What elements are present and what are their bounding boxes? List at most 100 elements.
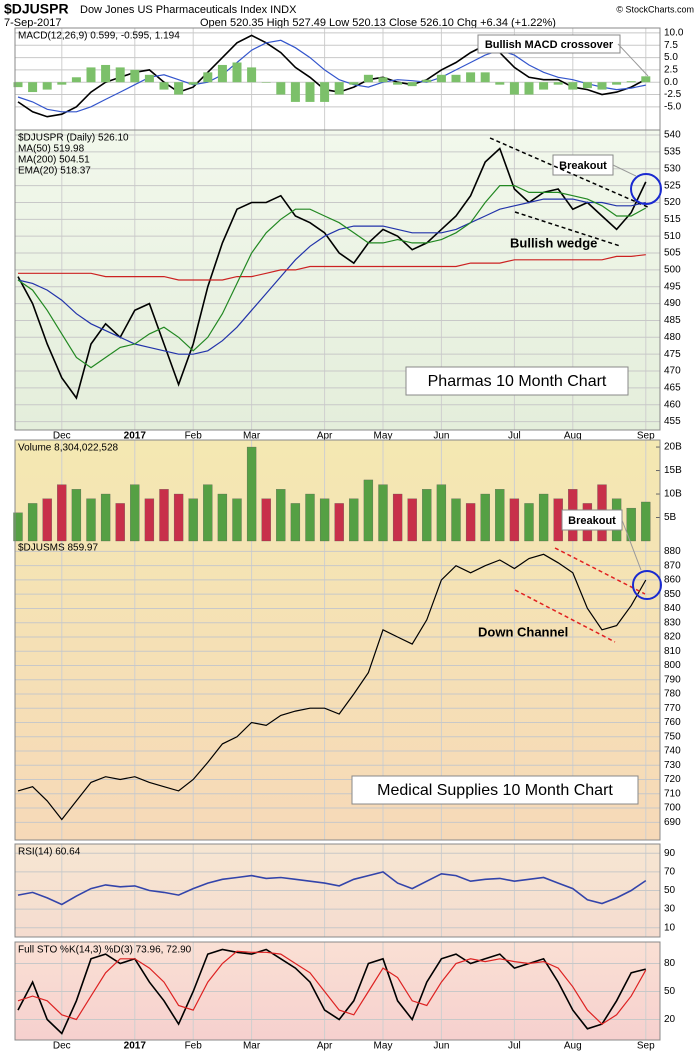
x-tick-label: Aug [564, 1041, 582, 1052]
bar [174, 82, 184, 95]
x-tick-label: May [374, 1041, 393, 1052]
annotation: Medical Supplies 10 Month Chart [377, 782, 613, 799]
panel-border [14, 843, 661, 938]
y-tick-label: 50 [664, 885, 676, 896]
bar [553, 82, 563, 85]
x-tick-label: May [374, 431, 393, 442]
legend-entry: RSI(14) 60.64 [18, 847, 81, 858]
bar [305, 493, 315, 542]
y-tick-label: 690 [664, 817, 681, 828]
highlight-circle [632, 570, 662, 600]
y2-tick-label: 10B [664, 489, 682, 500]
y-tick-label: 90 [664, 848, 676, 859]
y-tick-label: 20 [664, 1014, 676, 1025]
annotation: Bullish MACD crossover [485, 39, 614, 51]
x-tick-label: Dec [53, 431, 71, 442]
bar [261, 82, 271, 83]
y-tick-label: 0.0 [664, 77, 678, 88]
bar [86, 498, 96, 542]
bar [465, 503, 476, 542]
bar [509, 82, 519, 95]
y-tick-label: 750 [664, 731, 681, 742]
bar [451, 498, 461, 542]
bar [436, 484, 447, 542]
credit: © StockCharts.com [616, 4, 694, 14]
bar [130, 484, 140, 542]
legend-entry: EMA(20) 518.37 [18, 166, 91, 177]
y-tick-label: 480 [664, 332, 681, 343]
bar [13, 82, 23, 88]
bar [334, 503, 344, 542]
date: 7-Sep-2017 [4, 17, 62, 29]
bar [436, 74, 446, 83]
bar [363, 479, 374, 542]
y-tick-label: 5.0 [664, 52, 678, 63]
bar [568, 82, 578, 90]
x-tick-label: Apr [317, 1041, 333, 1052]
overlay [489, 43, 662, 643]
y-tick-label: 7.5 [664, 40, 678, 51]
bar [290, 503, 301, 542]
x-tick-label: Jul [508, 1041, 521, 1052]
x-tick-label: Mar [243, 1041, 261, 1052]
bar [641, 501, 651, 542]
bar [480, 493, 490, 542]
y-tick-label: 500 [664, 265, 681, 276]
x-tick-label: Jun [433, 431, 449, 442]
y-tick-label: -2.5 [664, 89, 682, 100]
x-tick-label: Feb [185, 1041, 203, 1052]
wedge-line [514, 211, 621, 247]
bar [349, 498, 359, 542]
y-tick-label: 535 [664, 147, 681, 158]
y-tick-label: 880 [664, 546, 681, 557]
x-tick-label: Aug [564, 431, 582, 442]
y-tick-label: 10 [664, 922, 676, 933]
bar [626, 507, 636, 542]
bar [612, 82, 622, 85]
y-tick-label: 490 [664, 298, 681, 309]
y2-tick-label: 15B [664, 465, 682, 476]
bar [524, 82, 534, 95]
y-tick-label: 10.0 [664, 28, 684, 39]
bar [130, 69, 140, 83]
legend: MACD(12,26,9) 0.599, -0.595, 1.194 [18, 31, 180, 42]
bar [393, 82, 403, 85]
bar [86, 67, 96, 83]
y-tick-label: 2.5 [664, 65, 678, 76]
y-tick-label: 850 [664, 589, 681, 600]
series-line [17, 950, 647, 1025]
series-line [17, 185, 647, 369]
bar [188, 498, 198, 542]
bar [217, 493, 228, 542]
panel-border [14, 439, 661, 841]
bar [597, 82, 607, 90]
y2-tick-label: 20B [664, 442, 682, 453]
y-tick-label: 700 [664, 803, 681, 814]
series-line [17, 39, 646, 113]
panel-border [14, 941, 661, 1041]
bar [203, 484, 213, 542]
y-tick-label: 460 [664, 399, 681, 410]
bar [495, 82, 505, 85]
bar [524, 503, 534, 542]
y-tick-label: 30 [664, 904, 676, 915]
bar [582, 82, 592, 89]
bar [247, 67, 257, 83]
series-line [17, 948, 646, 1035]
bar [451, 74, 461, 83]
bar [538, 493, 549, 542]
y-tick-label: 820 [664, 632, 681, 643]
legend-entry: MA(50) 519.98 [18, 144, 85, 155]
y-tick-label: 860 [664, 575, 681, 586]
legend-entry: MA(200) 504.51 [18, 155, 90, 166]
y-tick-label: 80 [664, 958, 676, 969]
annotation-box [477, 34, 621, 54]
bar [349, 82, 359, 85]
bar [378, 77, 388, 83]
y-tick-label: 495 [664, 281, 681, 292]
x-tick-label: Sep [637, 431, 655, 442]
x-tick-label: Jun [433, 1041, 449, 1052]
bar [159, 82, 169, 90]
